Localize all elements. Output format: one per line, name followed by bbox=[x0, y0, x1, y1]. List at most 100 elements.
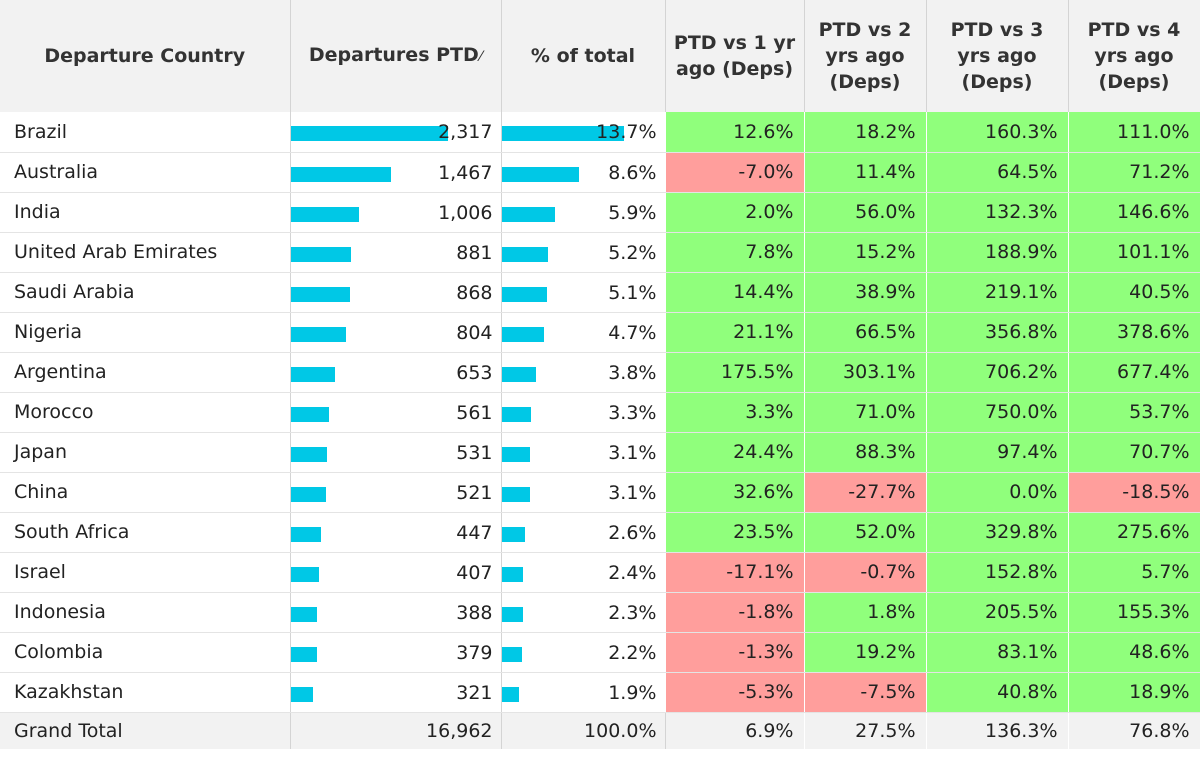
cell-ptd-vs1: 32.6% bbox=[664, 472, 805, 513]
pct-bar bbox=[501, 566, 523, 582]
departures-bar bbox=[290, 526, 321, 542]
cell-departures: 388 bbox=[290, 592, 502, 633]
table-row[interactable]: South Africa 447 2.6% 23.5% 52.0% 329.8% 275.6… bbox=[0, 512, 1200, 553]
cell-country: Brazil bbox=[0, 112, 291, 153]
cell-ptd-vs3: 188.9% bbox=[925, 232, 1069, 273]
cell-ptd-vs2: 303.1% bbox=[803, 352, 927, 393]
table-row[interactable]: Kazakhstan 321 1.9% -5.3% -7.5% 40.8% 18.9% bbox=[0, 672, 1200, 713]
table-body: Brazil 2,317 13.7% 12.6% 18.2% 160.3% 111.0% Au… bbox=[0, 112, 1200, 749]
header-label: PTD vs 3 yrs ago (Deps) bbox=[950, 19, 1044, 93]
cell-ptd-vs2: 66.5% bbox=[803, 312, 927, 353]
cell-ptd-vs2: -0.7% bbox=[803, 552, 927, 593]
cell-country: Indonesia bbox=[0, 592, 291, 633]
cell-country: Morocco bbox=[0, 392, 291, 433]
departures-bar bbox=[290, 206, 359, 222]
cell-ptd-vs2: 11.4% bbox=[803, 152, 927, 193]
table-row[interactable]: Morocco 561 3.3% 3.3% 71.0% 750.0% 53.7% bbox=[0, 392, 1200, 433]
header-ptd-vs-3yrs[interactable]: PTD vs 3 yrs ago (Deps) bbox=[925, 0, 1069, 112]
cell-ptd-vs4: 111.0% bbox=[1067, 112, 1200, 153]
header-label: Departures PTD bbox=[308, 44, 479, 66]
departures-value: 881 bbox=[456, 241, 493, 264]
table-row[interactable]: India 1,006 5.9% 2.0% 56.0% 132.3% 146.6% bbox=[0, 192, 1200, 233]
table-header: Departure Country Departures PTD⁄ % of t… bbox=[0, 0, 1200, 112]
pct-value: 8.6% bbox=[608, 161, 657, 184]
cell-country: Israel bbox=[0, 552, 291, 593]
table-row[interactable]: Colombia 379 2.2% -1.3% 19.2% 83.1% 48.6% bbox=[0, 632, 1200, 673]
departures-bar bbox=[290, 126, 448, 141]
cell-ptd-vs3: 64.5% bbox=[925, 152, 1069, 193]
cell-ptd-vs2: 71.0% bbox=[803, 392, 927, 433]
pct-value: 3.1% bbox=[608, 481, 657, 504]
cell-ptd-vs1: -7.0% bbox=[664, 152, 805, 193]
cell-ptd-vs4: 18.9% bbox=[1067, 672, 1200, 713]
table-row[interactable]: Brazil 2,317 13.7% 12.6% 18.2% 160.3% 111.0% bbox=[0, 112, 1200, 153]
cell-country: Argentina bbox=[0, 352, 291, 393]
cell-ptd-vs1: 14.4% bbox=[664, 272, 805, 313]
cell-pct-of-total: 8.6% bbox=[501, 152, 665, 193]
table-row[interactable]: Indonesia 388 2.3% -1.8% 1.8% 205.5% 155.3% bbox=[0, 592, 1200, 633]
table-row[interactable]: China 521 3.1% 32.6% -27.7% 0.0% -18.5% bbox=[0, 472, 1200, 513]
pct-bar bbox=[501, 526, 525, 542]
cell-departures: 1,467 bbox=[290, 152, 502, 193]
table-row[interactable]: Nigeria 804 4.7% 21.1% 66.5% 356.8% 378.6% bbox=[0, 312, 1200, 353]
cell-ptd-vs1: 3.3% bbox=[664, 392, 805, 433]
header-label: Departure Country bbox=[44, 45, 246, 67]
cell-pct-of-total: 2.3% bbox=[501, 592, 665, 633]
departures-value: 321 bbox=[456, 681, 493, 704]
cell-country: Australia bbox=[0, 152, 291, 193]
departures-bar bbox=[290, 446, 327, 462]
cell-ptd-vs4: 101.1% bbox=[1067, 232, 1200, 273]
departures-bar bbox=[290, 606, 317, 622]
pct-bar bbox=[501, 326, 544, 342]
cell-ptd-vs3: 356.8% bbox=[925, 312, 1069, 353]
table-row[interactable]: Saudi Arabia 868 5.1% 14.4% 38.9% 219.1% 40.5% bbox=[0, 272, 1200, 313]
cell-pct-of-total: 2.2% bbox=[501, 632, 665, 673]
departures-bar bbox=[290, 166, 391, 182]
cell-departures: 881 bbox=[290, 232, 502, 273]
cell-departures: 561 bbox=[290, 392, 502, 433]
cell-ptd-vs1: 7.8% bbox=[664, 232, 805, 273]
cell-ptd-vs1: -1.8% bbox=[664, 592, 805, 633]
header-departures-ptd[interactable]: Departures PTD⁄ bbox=[289, 0, 502, 112]
table-row[interactable]: United Arab Emirates 881 5.2% 7.8% 15.2% 188.… bbox=[0, 232, 1200, 273]
departures-value: 379 bbox=[456, 641, 493, 664]
cell-ptd-vs4: 146.6% bbox=[1067, 192, 1200, 233]
table-row[interactable]: Australia 1,467 8.6% -7.0% 11.4% 64.5% 71.2% bbox=[0, 152, 1200, 193]
total-ptd-vs3: 136.3% bbox=[925, 712, 1069, 749]
pct-value: 3.1% bbox=[608, 441, 657, 464]
total-ptd-vs2: 27.5% bbox=[803, 712, 927, 749]
cell-ptd-vs3: 97.4% bbox=[925, 432, 1069, 473]
header-ptd-vs-2yrs[interactable]: PTD vs 2 yrs ago (Deps) bbox=[803, 0, 927, 112]
cell-departures: 321 bbox=[290, 672, 502, 713]
cell-pct-of-total: 3.3% bbox=[501, 392, 665, 433]
table-row[interactable]: Argentina 653 3.8% 175.5% 303.1% 706.2% 677.4% bbox=[0, 352, 1200, 393]
cell-country: India bbox=[0, 192, 291, 233]
departures-bar bbox=[290, 486, 326, 502]
cell-ptd-vs4: 71.2% bbox=[1067, 152, 1200, 193]
cell-departures: 868 bbox=[290, 272, 502, 313]
table-row[interactable]: Japan 531 3.1% 24.4% 88.3% 97.4% 70.7% bbox=[0, 432, 1200, 473]
cell-country: Colombia bbox=[0, 632, 291, 673]
total-ptd-vs1: 6.9% bbox=[664, 712, 805, 749]
header-ptd-vs-4yrs[interactable]: PTD vs 4 yrs ago (Deps) bbox=[1067, 0, 1200, 112]
sort-indicator-icon[interactable]: ⁄ bbox=[479, 49, 483, 65]
header-pct-of-total[interactable]: % of total bbox=[500, 0, 666, 112]
table-row[interactable]: Israel 407 2.4% -17.1% -0.7% 152.8% 5.7% bbox=[0, 552, 1200, 593]
cell-ptd-vs3: 0.0% bbox=[925, 472, 1069, 513]
cell-ptd-vs1: 23.5% bbox=[664, 512, 805, 553]
departures-value: 1,006 bbox=[438, 201, 493, 224]
departures-bar bbox=[290, 326, 346, 342]
cell-ptd-vs4: 275.6% bbox=[1067, 512, 1200, 553]
cell-ptd-vs4: 378.6% bbox=[1067, 312, 1200, 353]
cell-ptd-vs4: 155.3% bbox=[1067, 592, 1200, 633]
cell-ptd-vs3: 83.1% bbox=[925, 632, 1069, 673]
total-label: Grand Total bbox=[0, 712, 291, 749]
header-label: PTD vs 4 yrs ago (Deps) bbox=[1087, 19, 1181, 93]
header-departure-country[interactable]: Departure Country bbox=[0, 0, 291, 112]
pct-bar bbox=[501, 686, 519, 702]
header-ptd-vs-1yr[interactable]: PTD vs 1 yr ago (Deps) bbox=[664, 0, 805, 112]
cell-country: Kazakhstan bbox=[0, 672, 291, 713]
cell-ptd-vs3: 160.3% bbox=[925, 112, 1069, 153]
pct-value: 3.3% bbox=[608, 401, 657, 424]
